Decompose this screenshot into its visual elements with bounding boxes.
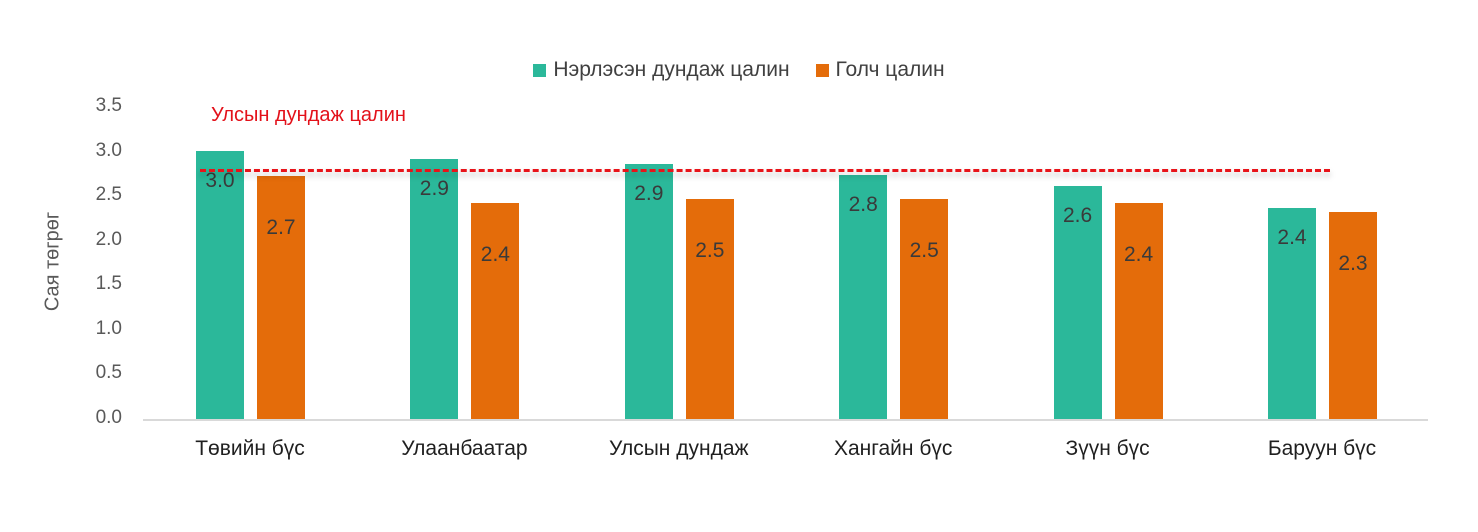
- y-tick-label: 1.0: [95, 317, 122, 339]
- legend-label: Нэрлэсэн дундаж цалин: [553, 58, 790, 81]
- bar-value-label: 2.3: [1338, 252, 1368, 276]
- reference-line-national-avg: [200, 169, 1330, 173]
- y-tick-label: 2.5: [95, 184, 122, 206]
- bar-nominal-5: [1268, 207, 1316, 419]
- legend-label: Голч цалин: [835, 58, 945, 81]
- bar-nominal-3: [839, 174, 888, 419]
- bar-median-5: [1329, 212, 1377, 419]
- bar-median-0: [257, 175, 305, 419]
- bar-value-label: 2.6: [1062, 204, 1093, 228]
- x-tick-label: Зүүн бүс: [1065, 437, 1150, 460]
- bar-value-label: 2.7: [266, 215, 296, 239]
- x-axis-line: [143, 419, 1428, 421]
- bar-value-label: 2.9: [634, 182, 664, 206]
- legend-swatch-orange: [815, 63, 829, 77]
- bar-value-label: 2.9: [419, 176, 449, 200]
- legend-item-median-wage: Голч цалин: [815, 58, 945, 82]
- bar-value-label: 2.5: [909, 238, 939, 262]
- bar-value-label: 3.0: [205, 168, 235, 192]
- reference-line-label: Улсын дундаж цалин: [211, 104, 406, 126]
- bar-nominal-4: [1053, 186, 1102, 419]
- y-tick-label: 0.5: [95, 362, 122, 384]
- x-tick-label: Төвийн бүс: [195, 437, 305, 460]
- bar-nominal-1: [410, 158, 459, 419]
- bar-value-label: 2.4: [1277, 225, 1307, 249]
- bar-median-4: [1114, 203, 1163, 419]
- bar-nominal-2: [624, 164, 673, 419]
- bar-value-label: 2.4: [480, 243, 510, 267]
- x-tick-label: Баруун бүс: [1267, 437, 1377, 460]
- legend: Нэрлэсэн дундаж цалин Голч цалин: [0, 58, 1478, 82]
- bar-median-1: [471, 203, 520, 419]
- y-tick-label: 3.5: [95, 95, 122, 117]
- bar-value-label: 2.4: [1123, 243, 1154, 267]
- legend-item-nominal-avg-wage: Нэрлэсэн дундаж цалин: [533, 58, 790, 82]
- x-tick-label: Хангайн бүс: [834, 437, 953, 460]
- bar-value-label: 2.8: [848, 192, 878, 216]
- x-tick-label: Улаанбаатар: [401, 437, 528, 460]
- legend-swatch-teal: [533, 63, 547, 77]
- bar-median-2: [685, 198, 734, 419]
- bar-median-3: [900, 198, 949, 419]
- y-tick-label: 3.0: [95, 139, 122, 161]
- y-axis-title: Сая төгрөг: [41, 211, 64, 312]
- y-tick-label: 1.5: [95, 273, 122, 295]
- y-tick-label: 0.0: [95, 407, 122, 428]
- x-tick-label: Улсын дундаж: [609, 437, 749, 460]
- bar-value-label: 2.5: [695, 238, 725, 262]
- y-tick-label: 2.0: [95, 228, 122, 250]
- bar-nominal-0: [196, 150, 244, 419]
